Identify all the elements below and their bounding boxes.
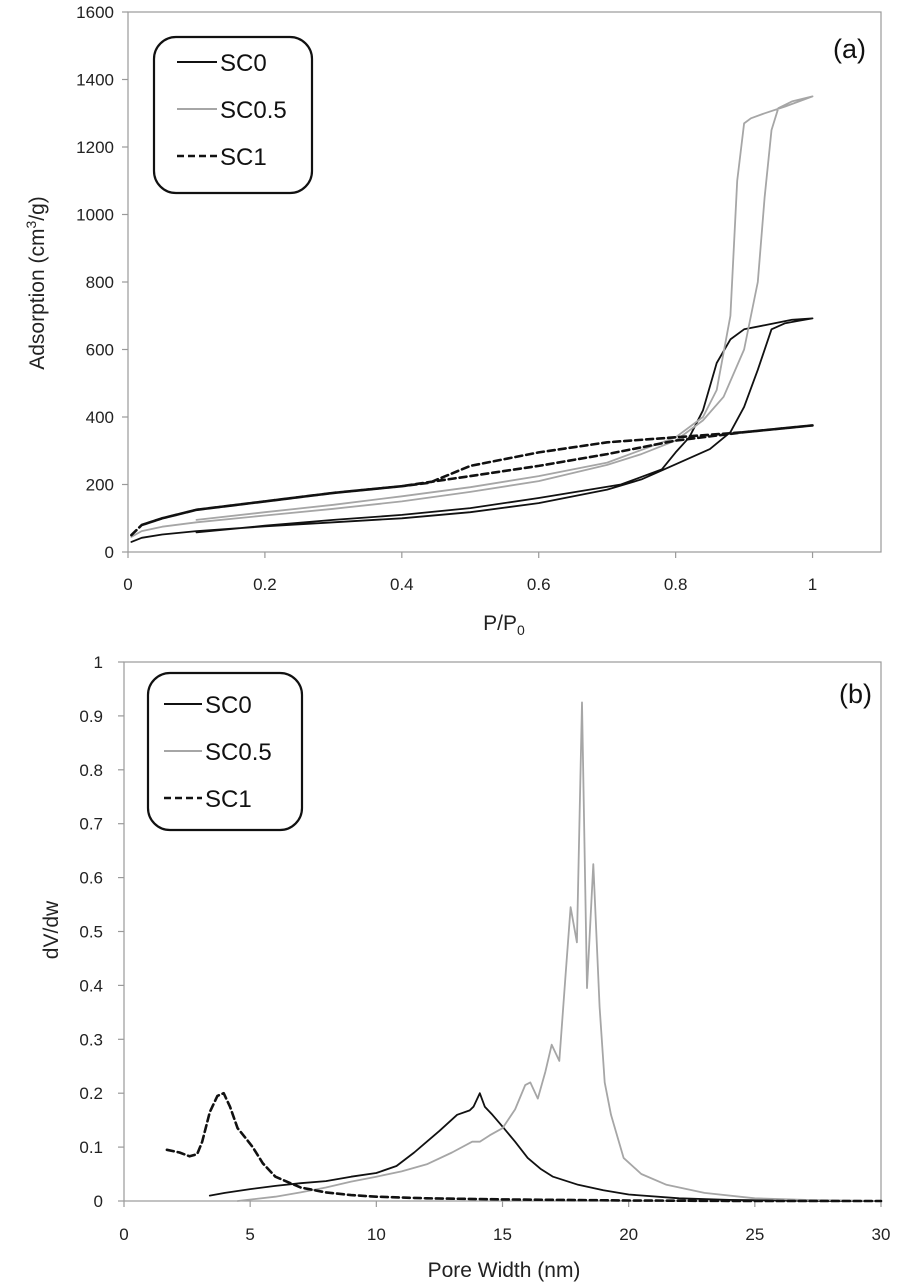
panel-a: 0 200 400 600 800 1000 1200 1400 1600 0 0.2 0.4 0.6… [23,3,882,638]
series-line-a-sc0 [130,317,814,543]
legend-label-b-sc1: SC1 [205,786,252,813]
y-tick-label-b-2: 0.2 [79,1084,103,1103]
y-tick-label-b-8: 0.8 [79,761,103,780]
y-tick-label-a-7: 1400 [76,71,114,90]
legend-a: SC0 SC0.5 SC1 [152,35,314,195]
x-axis-label-a-sub: 0 [517,622,525,638]
y-tick-label-b-0: 0 [94,1192,103,1211]
x-tick-label-a-5: 1 [808,575,817,594]
x-ticks-a: 0 0.2 0.4 0.6 0.8 1 [123,552,817,594]
series-line-a-sc05 [130,95,814,538]
series-line-a-sc1 [130,424,814,537]
x-tick-label-a-1: 0.2 [253,575,277,594]
y-tick-label-a-6: 1200 [76,138,114,157]
x-ticks-b: 0 5 10 15 20 25 30 [119,1201,890,1244]
x-axis-label-a-main: P/P [483,612,517,635]
x-tick-label-b-4: 20 [619,1225,638,1244]
panel-b: 0 0.1 0.2 0.3 0.4 0.5 0.6 0.7 0.8 0.9 1 0 5 10 15 20 25… [40,653,890,1282]
x-tick-label-a-2: 0.4 [390,575,414,594]
panel-label-b: (b) [839,679,872,709]
y-tick-label-b-1: 0.1 [79,1138,103,1157]
x-tick-label-a-4: 0.8 [664,575,688,594]
y-tick-label-b-7: 0.7 [79,815,103,834]
y-tick-label-b-5: 0.5 [79,923,103,942]
y-tick-label-b-3: 0.3 [79,1030,103,1049]
x-tick-label-b-3: 15 [493,1225,512,1244]
x-axis-label-a: P/P0 [483,612,525,638]
x-tick-label-b-2: 10 [367,1225,386,1244]
y-axis-label-a: Adsorption (cm3/g) [23,196,49,370]
series-line-b-sc1 [165,1091,883,1203]
legend-box-a [152,35,314,195]
x-tick-label-a-0: 0 [123,575,132,594]
x-tick-label-a-3: 0.6 [527,575,551,594]
x-tick-label-b-0: 0 [119,1225,128,1244]
y-tick-label-a-2: 400 [86,408,114,427]
y-axis-label-a-main: Adsorption (cm [26,229,49,370]
y-axis-label-a-sup: 3 [23,221,39,229]
y-tick-label-a-4: 800 [86,273,114,292]
x-tick-label-b-5: 25 [745,1225,764,1244]
y-tick-label-b-10: 1 [94,653,103,672]
y-axis-label-b: dV/dw [40,900,63,959]
x-axis-label-b: Pore Width (nm) [428,1259,581,1282]
y-tick-label-b-4: 0.4 [79,976,103,995]
y-tick-label-a-5: 1000 [76,206,114,225]
series-group-b [165,701,883,1203]
y-tick-label-a-3: 600 [86,341,114,360]
y-tick-label-b-9: 0.9 [79,707,103,726]
y-tick-label-b-6: 0.6 [79,869,103,888]
y-tick-label-a-0: 0 [105,543,114,562]
legend-label-a-sc05: SC0.5 [220,97,287,124]
series-group-a [130,95,814,543]
y-ticks-a: 0 200 400 600 800 1000 1200 1400 1600 [76,3,128,562]
y-ticks-b: 0 0.1 0.2 0.3 0.4 0.5 0.6 0.7 0.8 0.9 1 [79,653,124,1211]
legend-label-a-sc0: SC0 [220,50,267,77]
x-tick-label-b-1: 5 [245,1225,254,1244]
legend-label-b-sc05: SC0.5 [205,739,272,766]
y-tick-label-a-8: 1600 [76,3,114,22]
legend-label-b-sc0: SC0 [205,692,252,719]
series-line-b-sc0 [208,1092,882,1202]
legend-label-a-sc1: SC1 [220,144,267,171]
x-tick-label-b-6: 30 [872,1225,891,1244]
legend-box-b [146,671,304,832]
panel-label-a: (a) [833,34,866,64]
y-tick-label-a-1: 200 [86,476,114,495]
y-axis-label-a-end: /g) [26,196,49,221]
series-line-b-sc05 [236,701,882,1202]
legend-b: SC0 SC0.5 SC1 [146,671,304,832]
